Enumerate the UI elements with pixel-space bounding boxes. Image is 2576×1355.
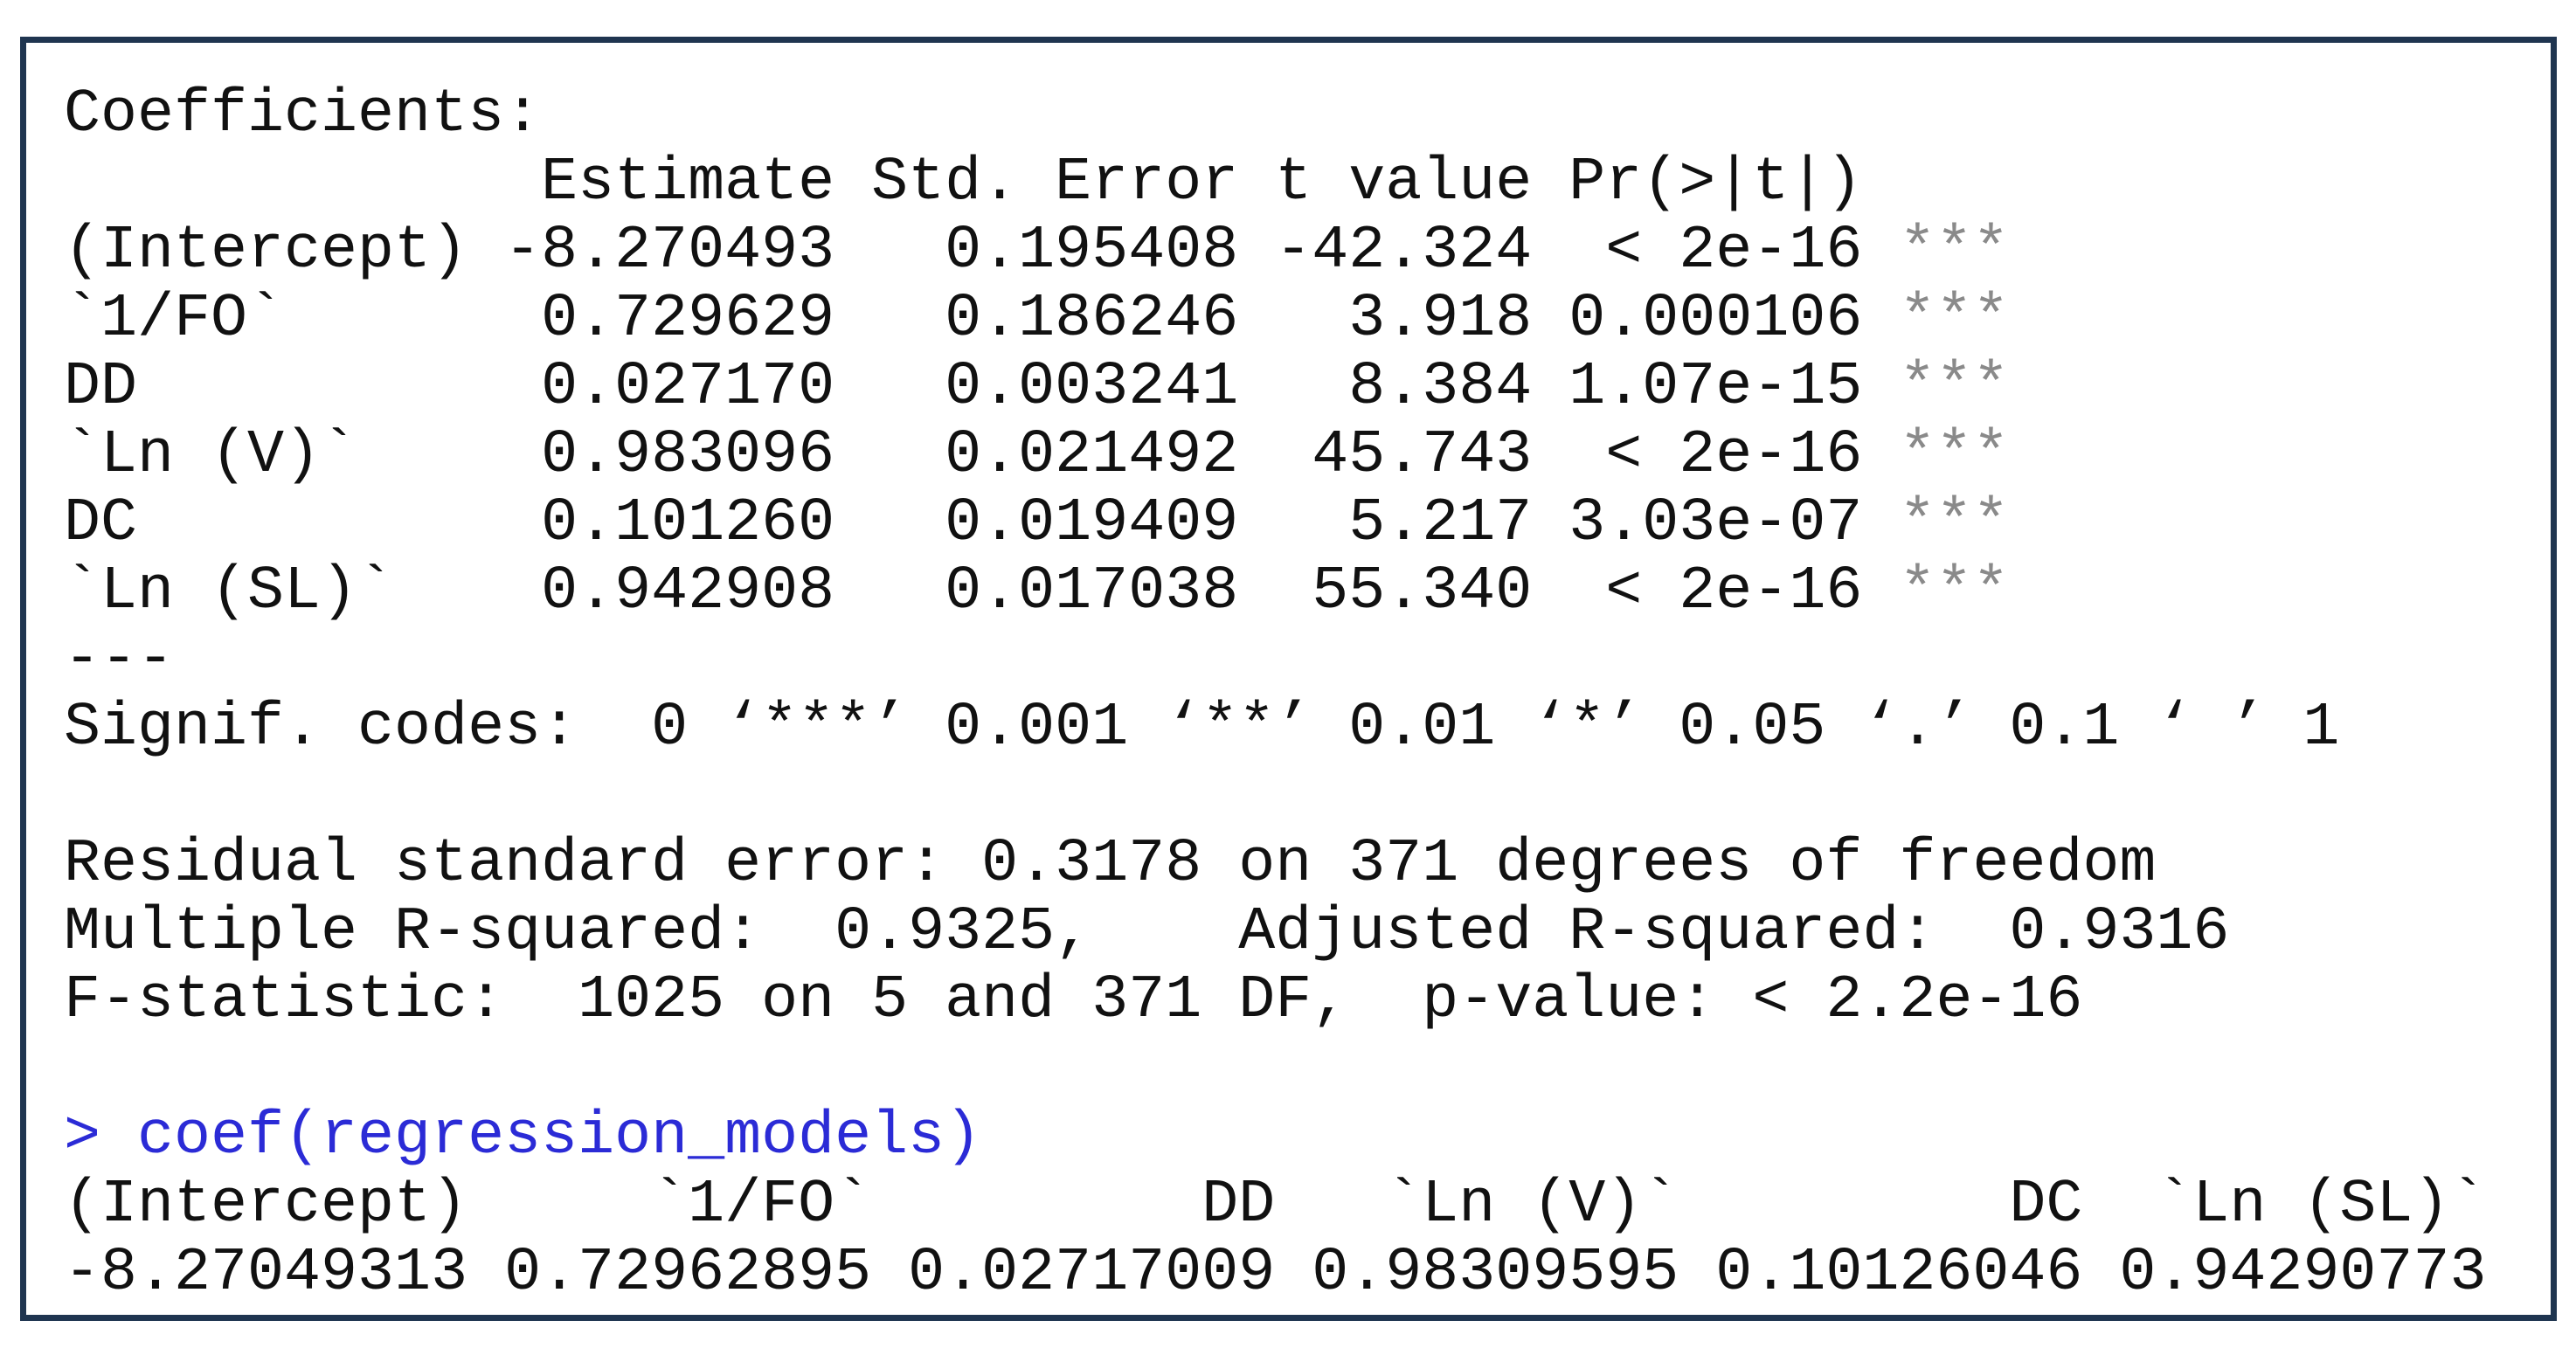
significance-stars: *** — [1899, 285, 2010, 354]
significance-stars: *** — [1899, 557, 2010, 626]
coefficients-title: Coefficients: — [64, 80, 542, 149]
coefficient-values: DC 0.101260 0.019409 5.217 3.03e-07 — [64, 489, 1863, 558]
coefficient-row: `Ln (V)` 0.983096 0.021492 45.743 < 2e-1… — [64, 422, 2486, 490]
signif-codes-line: Signif. codes: 0 ‘***’ 0.001 ‘**’ 0.01 ‘… — [64, 695, 2486, 763]
coefficient-row: `Ln (SL)` 0.942908 0.017038 55.340 < 2e-… — [64, 558, 2486, 626]
significance-stars: *** — [1899, 421, 2010, 490]
coefficient-values: (Intercept) -8.270493 0.195408 -42.324 <… — [64, 217, 1863, 286]
summary-text-line: F-statistic: 1025 on 5 and 371 DF, p-val… — [64, 967, 2486, 1035]
summary-text: F-statistic: 1025 on 5 and 371 DF, p-val… — [64, 966, 2083, 1035]
signif-codes: Signif. codes: 0 ‘***’ 0.001 ‘**’ 0.01 ‘… — [64, 694, 2340, 763]
coefficient-values: `Ln (V)` 0.983096 0.021492 45.743 < 2e-1… — [64, 421, 1863, 490]
coef-names: (Intercept) `1/FO` DD `Ln (V)` DC `Ln (S… — [64, 1171, 2487, 1240]
coefficient-values: DD 0.027170 0.003241 8.384 1.07e-15 — [64, 353, 1863, 422]
coefficient-row: DD 0.027170 0.003241 8.384 1.07e-15 *** — [64, 354, 2486, 422]
coef-values-line: -8.27049313 0.72962895 0.02717009 0.9830… — [64, 1240, 2486, 1308]
coef-values: -8.27049313 0.72962895 0.02717009 0.9830… — [64, 1239, 2487, 1308]
coefficient-row: `1/FO` 0.729629 0.186246 3.918 0.000106 … — [64, 286, 2486, 354]
coefficient-row: DC 0.101260 0.019409 5.217 3.03e-07 *** — [64, 490, 2486, 558]
coef-names-line: (Intercept) `1/FO` DD `Ln (V)` DC `Ln (S… — [64, 1172, 2486, 1240]
summary-text: Multiple R-squared: 0.9325, Adjusted R-s… — [64, 898, 2230, 967]
summary-text-line: Multiple R-squared: 0.9325, Adjusted R-s… — [64, 899, 2486, 967]
coefficients-header: Estimate Std. Error t value Pr(>|t|) — [64, 149, 1863, 218]
coefficient-values: `Ln (SL)` 0.942908 0.017038 55.340 < 2e-… — [64, 557, 1863, 626]
significance-stars: *** — [1899, 217, 2010, 286]
command: > coef(regression_models) — [64, 1103, 982, 1172]
summary-text-line: Residual standard error: 0.3178 on 371 d… — [64, 831, 2486, 899]
console-frame: Coefficients: Estimate Std. Error t valu… — [20, 37, 2557, 1321]
significance-stars: *** — [1899, 353, 2010, 422]
console-output: Coefficients: Estimate Std. Error t valu… — [64, 81, 2486, 1308]
coefficients-header-line: Estimate Std. Error t value Pr(>|t|) — [64, 149, 2486, 218]
command-line: > coef(regression_models) — [64, 1103, 2486, 1172]
coefficients-title-line: Coefficients: — [64, 81, 2486, 149]
separator-line: --- — [64, 626, 2486, 695]
coefficient-row: (Intercept) -8.270493 0.195408 -42.324 <… — [64, 218, 2486, 286]
coefficient-values: `1/FO` 0.729629 0.186246 3.918 0.000106 — [64, 285, 1863, 354]
significance-stars: *** — [1899, 489, 2010, 558]
summary-text: Residual standard error: 0.3178 on 371 d… — [64, 830, 2157, 899]
separator: --- — [64, 626, 175, 695]
